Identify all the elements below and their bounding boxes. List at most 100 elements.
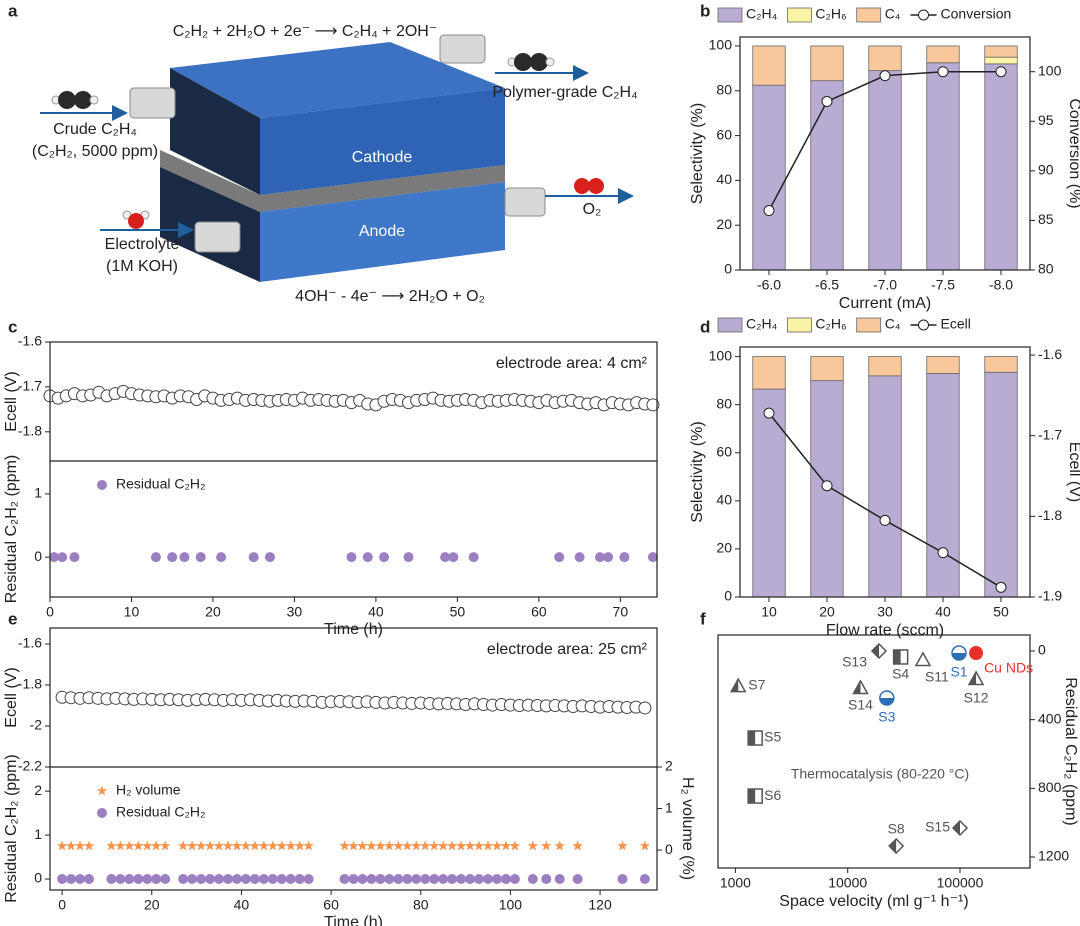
bar (926, 373, 960, 598)
data-point (57, 874, 68, 885)
marker-part (937, 66, 949, 78)
marker-part (402, 874, 413, 885)
marker-part (574, 552, 585, 563)
marker-part (375, 840, 386, 851)
y-tick-label: 1 (665, 799, 673, 815)
data-point (142, 874, 153, 885)
electrolyte-note: (1M KOH) (106, 258, 178, 275)
marker-part (84, 874, 95, 885)
marker-part (969, 671, 977, 685)
bar (752, 84, 786, 271)
marker-part (893, 649, 901, 664)
data-point (348, 840, 359, 851)
marker-part (65, 840, 77, 851)
data-point (258, 840, 270, 851)
y-tick-label: 95 (1038, 112, 1054, 128)
axis-label: Selectivity (%) (689, 103, 706, 204)
data-point (879, 514, 891, 526)
y-tick-label: -1.9 (1038, 588, 1062, 604)
cathode-label: Cathode (352, 149, 413, 166)
x-tick-label: 50 (450, 604, 466, 620)
annotation: electrode area: 25 cm² (487, 641, 648, 658)
marker-part (572, 840, 583, 851)
data-point (240, 840, 252, 851)
pipe (504, 187, 546, 217)
marker-part (216, 552, 227, 563)
panel-letter: f (700, 609, 706, 628)
marker-part (142, 840, 153, 851)
marker-part (97, 808, 107, 818)
marker-part (366, 840, 377, 851)
x-tick-label: -7.0 (873, 277, 897, 293)
y-tick-label: -1.8 (18, 423, 42, 439)
marker-part (178, 874, 189, 885)
marker-part (603, 552, 614, 563)
bar (926, 356, 960, 374)
marker-part (357, 840, 368, 851)
x-tick-label: 70 (613, 604, 629, 620)
marker-part (491, 840, 503, 851)
data-point (264, 552, 275, 563)
y-tick-label: 100 (709, 37, 733, 53)
data-point (438, 874, 449, 885)
point-label: S12 (964, 690, 989, 706)
data-point (411, 840, 422, 851)
marker-part (500, 840, 512, 851)
point-label: S5 (764, 729, 781, 745)
point-label: S3 (878, 709, 895, 725)
marker-part (995, 581, 1007, 593)
marker-part (617, 840, 628, 851)
marker-part (151, 840, 162, 851)
panel-letter: a (8, 1, 18, 20)
y-tick-label: -1.8 (1038, 507, 1062, 523)
marker-part (646, 398, 660, 412)
panel-letter: e (8, 609, 17, 628)
point-label: S13 (842, 654, 867, 670)
data-point (821, 95, 833, 107)
legend-label: Residual C₂H₂ (116, 804, 205, 820)
marker-part (106, 840, 117, 851)
annotation: Thermocatalysis (80-220 °C) (791, 766, 969, 782)
data-point (84, 874, 95, 885)
data-point (346, 552, 357, 563)
data-point (115, 874, 126, 885)
x-tick-label: -7.5 (931, 277, 955, 293)
marker-part (889, 839, 897, 854)
y-tick-label: 0 (34, 548, 42, 564)
marker-part (195, 552, 206, 563)
marker-part (446, 840, 458, 851)
bar (984, 356, 1018, 373)
panel-letter: b (700, 1, 710, 20)
data-point (892, 649, 909, 665)
legend-swatch (786, 7, 812, 23)
marker-part (748, 789, 756, 804)
data-point (473, 840, 485, 851)
data-point (402, 840, 413, 851)
legend-label: C₄ (885, 6, 901, 22)
data-point (474, 874, 485, 885)
marker-part (74, 840, 86, 851)
data-point (106, 874, 117, 885)
data-point (465, 874, 476, 885)
marker-part (366, 874, 377, 885)
y-tick-label: 0 (724, 588, 732, 604)
marker-part (303, 874, 314, 885)
legend-label: Residual C₂H₂ (116, 476, 205, 492)
x-tick-label: 30 (287, 604, 303, 620)
membrane (160, 150, 505, 212)
marker-part (124, 840, 135, 851)
plot-frame (49, 341, 658, 598)
anode-face (260, 182, 505, 282)
y-tick-label: 80 (716, 395, 732, 411)
y-tick-label: 0 (34, 870, 42, 886)
panel-letter: d (700, 317, 710, 336)
point-label: S1 (950, 664, 967, 680)
marker-part (456, 874, 467, 885)
marker-part (879, 514, 891, 526)
data-point (491, 840, 503, 851)
marker-part (429, 874, 440, 885)
marker-part (204, 840, 216, 851)
marker-part (879, 70, 891, 82)
marker-part (617, 874, 628, 885)
data-point (267, 840, 278, 851)
